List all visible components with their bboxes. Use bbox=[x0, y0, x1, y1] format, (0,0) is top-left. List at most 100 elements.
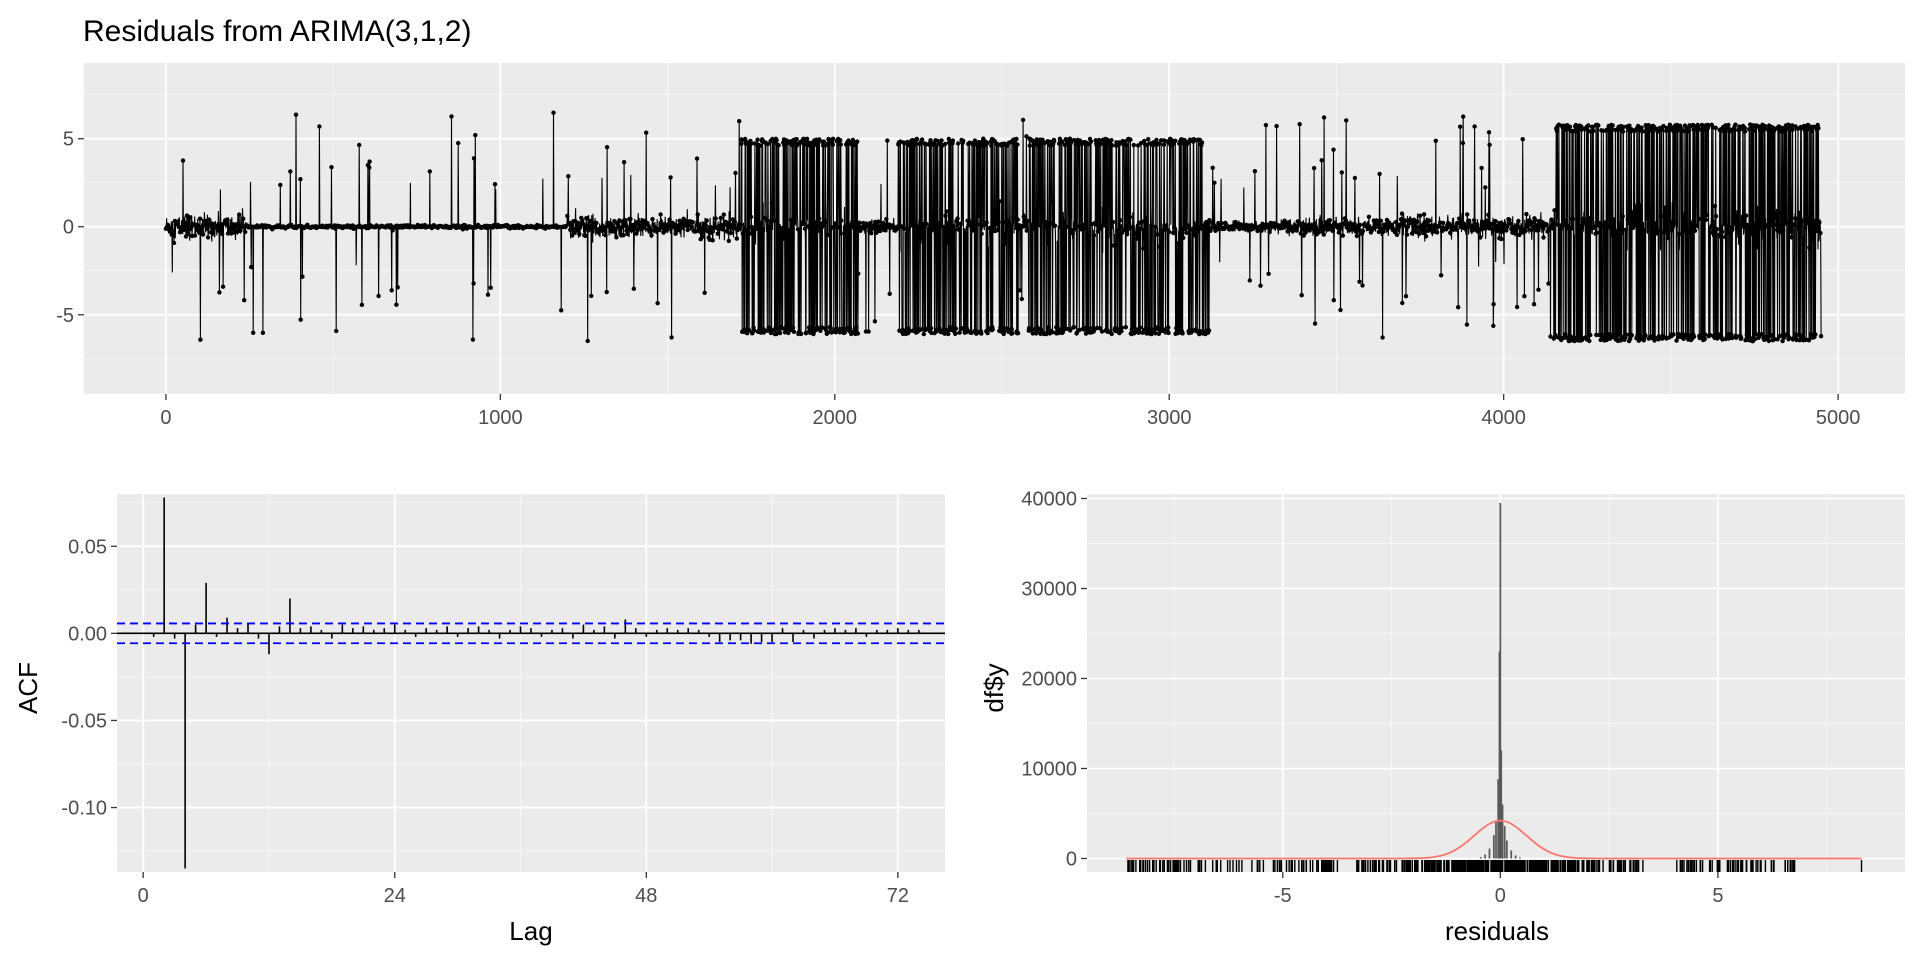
residual-point bbox=[1175, 241, 1180, 246]
residual-point bbox=[317, 124, 322, 129]
residual-point bbox=[1326, 221, 1332, 227]
residual-point bbox=[1627, 123, 1632, 128]
histogram-bar bbox=[1503, 826, 1506, 859]
residual-point bbox=[1117, 218, 1123, 223]
residual-point bbox=[979, 231, 984, 236]
residual-point bbox=[919, 231, 924, 236]
residual-point bbox=[1616, 332, 1622, 337]
residual-point bbox=[649, 233, 654, 238]
histogram-bar bbox=[1492, 835, 1495, 859]
residual-point bbox=[1768, 332, 1774, 338]
residual-point bbox=[1692, 228, 1698, 233]
residual-point bbox=[1152, 327, 1157, 333]
residual-point bbox=[1015, 217, 1020, 222]
residual-point bbox=[758, 220, 764, 226]
residual-point bbox=[206, 217, 212, 222]
residual-point bbox=[616, 224, 621, 230]
residual-point bbox=[956, 227, 961, 232]
residual-point bbox=[1360, 283, 1365, 288]
residual-point bbox=[581, 221, 586, 227]
residual-point bbox=[975, 222, 980, 227]
residual-point bbox=[1366, 214, 1372, 219]
residual-point bbox=[1378, 218, 1384, 223]
residual-point bbox=[1759, 221, 1764, 226]
residual-point bbox=[921, 331, 926, 337]
y-tick-label: 5 bbox=[63, 129, 74, 151]
residual-point bbox=[631, 286, 636, 291]
residual-point bbox=[1180, 331, 1185, 336]
residual-point bbox=[1548, 334, 1553, 339]
residual-point bbox=[997, 199, 1002, 204]
residual-point bbox=[181, 227, 187, 233]
residual-point bbox=[470, 337, 476, 342]
residual-point bbox=[957, 330, 962, 335]
residual-point bbox=[1354, 233, 1360, 239]
residual-point bbox=[1486, 212, 1491, 217]
residual-point bbox=[1494, 223, 1499, 229]
residual-point bbox=[1098, 141, 1103, 147]
residual-point bbox=[357, 142, 362, 148]
histogram-bar bbox=[1500, 750, 1503, 859]
residual-point bbox=[1307, 228, 1312, 233]
residual-point bbox=[1813, 332, 1818, 337]
residual-point bbox=[639, 226, 644, 232]
residual-point bbox=[1531, 225, 1536, 230]
residual-point bbox=[583, 233, 588, 238]
residual-point bbox=[471, 281, 476, 286]
residual-point bbox=[838, 142, 843, 147]
residual-point bbox=[569, 222, 574, 227]
residual-point bbox=[984, 220, 989, 225]
residual-point bbox=[828, 326, 833, 331]
residual-point bbox=[966, 222, 971, 228]
residual-point bbox=[603, 233, 608, 238]
residual-point bbox=[1752, 231, 1757, 237]
residual-point bbox=[1126, 221, 1132, 227]
residual-point bbox=[488, 285, 493, 290]
residual-point bbox=[1516, 218, 1521, 224]
residual-point bbox=[832, 221, 838, 226]
residual-point bbox=[1732, 220, 1738, 226]
residual-point bbox=[180, 158, 186, 163]
residual-point bbox=[1706, 123, 1711, 128]
residual-point bbox=[1525, 224, 1530, 229]
residual-point bbox=[1673, 221, 1679, 226]
residual-point bbox=[1060, 329, 1066, 335]
residual-point bbox=[1336, 230, 1342, 235]
residual-point bbox=[1312, 321, 1318, 326]
residual-point bbox=[196, 230, 202, 235]
residual-point bbox=[718, 215, 723, 221]
acf-x-axis-label: Lag bbox=[509, 916, 552, 946]
residual-point bbox=[1734, 227, 1740, 233]
residual-point bbox=[1440, 220, 1446, 226]
residual-point bbox=[818, 328, 823, 333]
y-tick-label: -5 bbox=[56, 305, 74, 327]
residual-point bbox=[1135, 143, 1141, 148]
residual-point bbox=[1800, 333, 1805, 338]
residual-point bbox=[702, 290, 707, 295]
residual-point bbox=[1751, 128, 1756, 134]
residual-point bbox=[1803, 127, 1809, 132]
residual-point bbox=[1504, 228, 1509, 233]
residual-point bbox=[1807, 245, 1812, 250]
chart-title: Residuals from ARIMA(3,1,2) bbox=[83, 15, 471, 48]
residual-point bbox=[1781, 228, 1786, 233]
residual-point bbox=[842, 330, 847, 335]
residual-point bbox=[1327, 218, 1333, 223]
residual-point bbox=[955, 216, 960, 221]
residual-point bbox=[1418, 224, 1424, 229]
residual-point bbox=[835, 326, 840, 331]
residual-point bbox=[1137, 325, 1143, 330]
residual-point bbox=[1331, 298, 1337, 303]
residual-point bbox=[1713, 125, 1718, 130]
residual-point bbox=[219, 231, 225, 237]
residual-point bbox=[200, 232, 206, 237]
residual-point bbox=[755, 137, 760, 142]
residual-point bbox=[780, 326, 785, 331]
residual-point bbox=[260, 330, 266, 335]
histogram-bar bbox=[1479, 857, 1482, 859]
residual-point bbox=[427, 169, 432, 174]
residual-point bbox=[1635, 123, 1641, 129]
residual-point bbox=[1694, 223, 1700, 228]
residual-point bbox=[1259, 228, 1264, 233]
residual-point bbox=[1155, 232, 1160, 237]
